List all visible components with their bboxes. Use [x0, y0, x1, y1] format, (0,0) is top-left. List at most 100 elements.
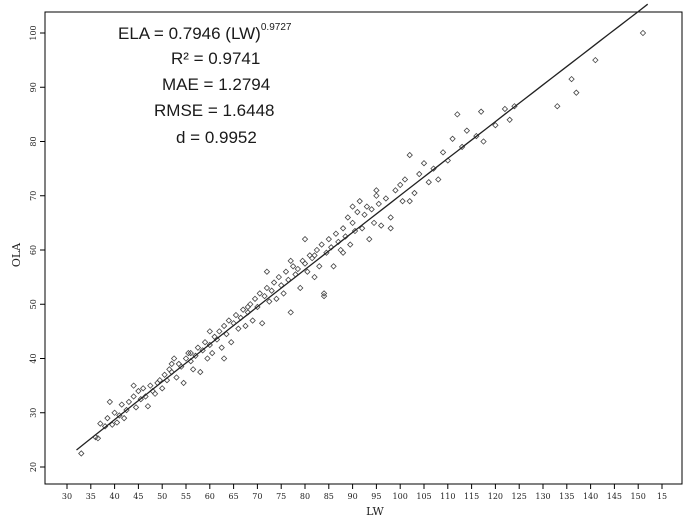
data-point	[197, 368, 204, 376]
data-point	[189, 366, 197, 373]
x-tick-label: 60	[205, 492, 215, 501]
data-point	[106, 398, 114, 406]
data-point	[311, 252, 318, 259]
data-point	[132, 404, 140, 411]
data-point	[344, 214, 352, 221]
data-point	[78, 450, 85, 457]
data-point	[206, 341, 213, 349]
data-point	[335, 238, 342, 246]
data-point	[373, 192, 380, 199]
x-tick-label: 50	[157, 492, 167, 501]
data-point	[356, 198, 363, 205]
data-point	[94, 435, 102, 442]
data-point	[370, 219, 378, 227]
data-point	[130, 393, 137, 400]
data-point	[425, 179, 432, 186]
data-point	[104, 415, 111, 422]
data-point	[304, 268, 311, 275]
data-point	[554, 103, 561, 110]
data-point	[501, 105, 509, 113]
data-point	[392, 187, 399, 194]
x-tick-label: 145	[607, 492, 622, 501]
data-point	[280, 290, 287, 297]
x-tick-label: 80	[300, 492, 310, 501]
data-point	[573, 89, 580, 96]
data-point	[147, 382, 154, 389]
data-point	[139, 385, 147, 392]
data-point	[639, 29, 647, 37]
data-point	[301, 235, 309, 243]
data-point	[194, 344, 202, 351]
data-point	[339, 249, 347, 256]
x-tick-label: 150	[631, 492, 646, 501]
data-point	[320, 292, 328, 300]
data-point	[377, 222, 385, 229]
x-tick-label: 30	[62, 492, 72, 501]
data-point	[175, 360, 183, 368]
regression-curve	[76, 3, 649, 451]
x-tick-label: 45	[133, 492, 143, 501]
x-tick-label: 55	[181, 492, 191, 501]
data-point	[218, 344, 225, 351]
data-point	[318, 241, 325, 248]
data-point	[287, 309, 294, 316]
data-point	[109, 421, 116, 428]
x-tick-label: 65	[229, 492, 239, 501]
data-point	[320, 290, 328, 297]
data-point	[592, 56, 599, 64]
d-text: d = 0.9952	[176, 128, 257, 147]
data-point	[416, 170, 423, 178]
y-tick-label: 20	[29, 462, 38, 472]
data-point	[251, 295, 259, 302]
x-tick-label: 85	[324, 492, 334, 501]
x-tick-label: 75	[276, 492, 286, 501]
data-points	[78, 29, 647, 457]
data-point	[337, 246, 344, 254]
data-point	[228, 339, 235, 346]
y-tick-label: 100	[29, 25, 38, 40]
data-point	[454, 111, 461, 118]
data-point	[266, 298, 273, 305]
data-point	[199, 347, 206, 354]
data-point	[339, 225, 347, 232]
data-point	[382, 195, 390, 202]
data-point	[480, 138, 487, 145]
data-point	[347, 241, 354, 248]
data-point	[166, 366, 173, 373]
data-point	[387, 214, 394, 221]
data-point	[111, 409, 118, 416]
data-point	[311, 273, 318, 281]
data-point	[244, 303, 252, 311]
data-point	[325, 235, 332, 243]
data-point	[232, 311, 240, 319]
data-point	[366, 235, 373, 243]
data-point	[449, 135, 456, 142]
y-tick-label: 80	[29, 136, 38, 146]
data-point	[375, 200, 382, 208]
data-point	[113, 419, 121, 426]
data-point	[568, 75, 575, 83]
y-tick-label: 70	[29, 191, 38, 201]
data-point	[477, 108, 485, 115]
data-point	[308, 254, 316, 262]
data-point	[247, 301, 254, 308]
x-tick-label: 120	[488, 492, 503, 501]
data-point	[399, 198, 406, 205]
r2-text: R² = 0.9741	[171, 49, 261, 68]
data-point	[387, 225, 394, 232]
equation-line: ELA = 0.7946 (LW)0.9727	[118, 22, 291, 44]
data-point	[373, 187, 380, 194]
data-point	[411, 189, 418, 197]
data-point	[225, 317, 233, 324]
data-point	[182, 355, 190, 362]
data-point	[135, 387, 142, 395]
y-tick-label: 40	[29, 353, 38, 363]
data-point	[256, 290, 263, 297]
data-point	[170, 355, 178, 362]
data-point	[435, 176, 442, 183]
data-point	[268, 287, 275, 294]
data-point	[216, 328, 223, 335]
y-tick-label: 60	[29, 245, 38, 255]
data-point	[242, 322, 249, 330]
data-point	[204, 355, 211, 362]
